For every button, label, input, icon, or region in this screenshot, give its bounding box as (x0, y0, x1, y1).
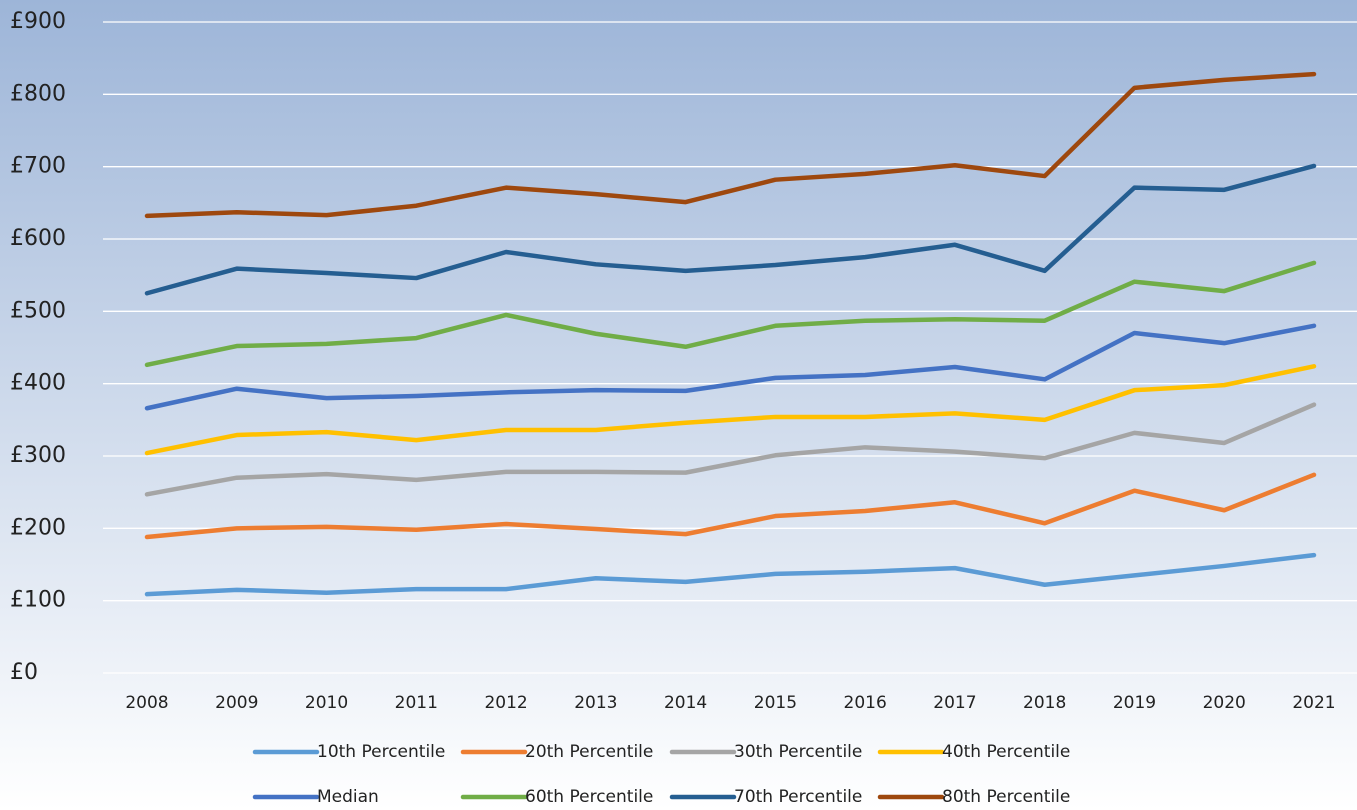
y-tick-label: £800 (10, 81, 66, 106)
y-tick-label: £100 (10, 588, 66, 613)
legend-label: 80th Percentile (942, 787, 1070, 807)
series-line (144, 323, 1317, 411)
y-tick-label: £300 (10, 443, 66, 468)
y-tick-label: £900 (10, 9, 66, 34)
y-tick-label: £500 (10, 298, 66, 323)
legend-label: 70th Percentile (734, 787, 862, 807)
series-line (144, 402, 1317, 497)
y-tick-label: £700 (10, 154, 66, 179)
legend-label: Median (317, 787, 379, 807)
x-tick-label: 2021 (1292, 693, 1335, 713)
series-line (144, 552, 1317, 597)
y-tick-label: £400 (10, 371, 66, 396)
legend-label: 20th Percentile (525, 742, 653, 762)
x-tick-label: 2019 (1113, 693, 1156, 713)
legend-label: 30th Percentile (734, 742, 862, 762)
series-line (144, 472, 1317, 540)
x-tick-label: 2009 (215, 693, 258, 713)
series-line (144, 163, 1317, 296)
x-tick-label: 2020 (1203, 693, 1246, 713)
y-tick-label: £200 (10, 515, 66, 540)
x-tick-label: 2014 (664, 693, 707, 713)
x-tick-label: 2008 (125, 693, 168, 713)
series-line (144, 260, 1317, 368)
series-line (144, 364, 1317, 456)
legend-label: 40th Percentile (942, 742, 1070, 762)
x-tick-label: 2010 (305, 693, 348, 713)
legend-label: 10th Percentile (317, 742, 445, 762)
x-tick-label: 2016 (844, 693, 887, 713)
y-tick-label: £600 (10, 226, 66, 251)
x-tick-label: 2018 (1023, 693, 1066, 713)
legend-label: 60th Percentile (525, 787, 653, 807)
x-tick-label: 2017 (933, 693, 976, 713)
x-tick-label: 2015 (754, 693, 797, 713)
x-tick-label: 2013 (574, 693, 617, 713)
series-line (144, 71, 1317, 219)
y-tick-label: £0 (10, 660, 38, 685)
x-tick-label: 2011 (395, 693, 438, 713)
x-tick-label: 2012 (484, 693, 527, 713)
